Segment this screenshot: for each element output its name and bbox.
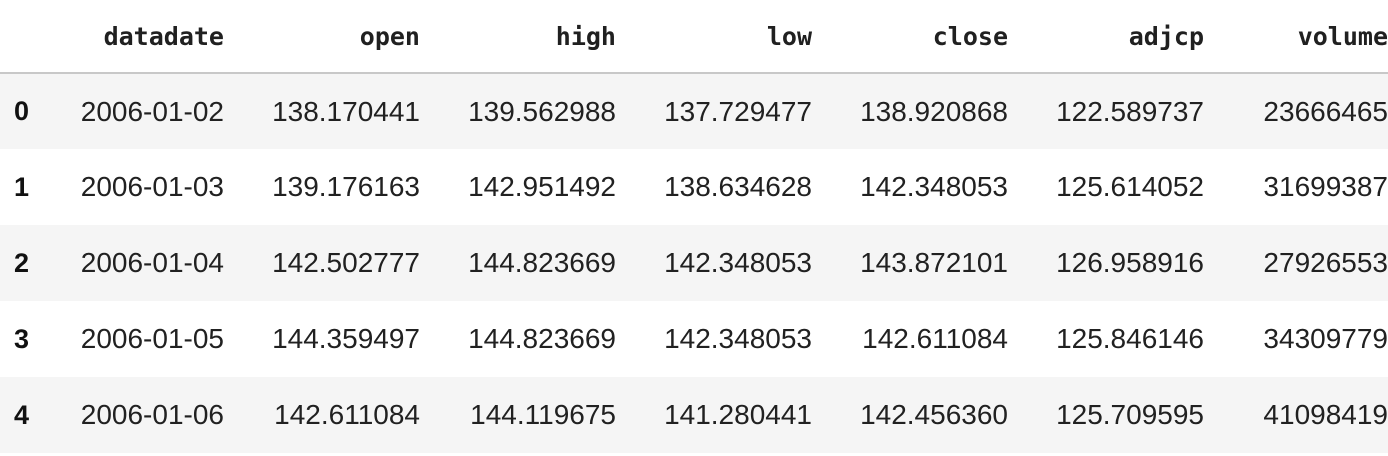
table-header: datadate open high low close adjcp volum…	[0, 0, 1388, 74]
column-header-open: open	[224, 0, 420, 74]
table-row: 4 2006-01-06 142.611084 144.119675 141.2…	[0, 377, 1388, 453]
cell-datadate: 2006-01-02	[80, 95, 224, 127]
column-header-close: close	[812, 0, 1008, 74]
cell-high: 139.562988	[468, 95, 616, 127]
table-row: 1 2006-01-03 139.176163 142.951492 138.6…	[0, 149, 1388, 225]
column-header-low: low	[616, 0, 812, 74]
cell-volume: 41098419	[1263, 399, 1388, 430]
cell-open: 144.359497	[272, 323, 420, 354]
cell-low: 142.348053	[664, 247, 812, 278]
cell-datadate: 2006-01-05	[80, 323, 224, 354]
cell-open: 142.502777	[272, 247, 420, 278]
cell-volume: 23666465	[1263, 95, 1388, 127]
row-index: 2	[14, 247, 30, 278]
row-index: 3	[14, 323, 30, 354]
cell-close: 138.920868	[860, 95, 1008, 127]
cell-volume: 27926553	[1263, 247, 1388, 278]
cell-adjcp: 125.846146	[1056, 323, 1204, 354]
cell-adjcp: 122.589737	[1056, 95, 1204, 127]
column-header-adjcp: adjcp	[1008, 0, 1204, 74]
cell-adjcp: 126.958916	[1056, 247, 1204, 278]
cell-high: 144.823669	[468, 247, 616, 278]
cell-volume: 34309779	[1263, 323, 1388, 354]
cell-low: 138.634628	[664, 171, 812, 202]
cell-datadate: 2006-01-04	[80, 247, 224, 278]
cell-datadate: 2006-01-03	[80, 171, 224, 202]
table-row: 3 2006-01-05 144.359497 144.823669 142.3…	[0, 301, 1388, 377]
column-header-volume: volume	[1204, 0, 1388, 74]
column-header-datadate: datadate	[58, 0, 224, 74]
cell-close: 143.872101	[860, 247, 1008, 278]
cell-open: 142.611084	[274, 399, 420, 430]
cell-high: 144.119675	[470, 399, 616, 430]
cell-adjcp: 125.709595	[1056, 399, 1204, 430]
row-index: 4	[14, 399, 30, 430]
cell-datadate: 2006-01-06	[80, 399, 224, 430]
cell-low: 142.348053	[664, 323, 812, 354]
cell-volume: 31699387	[1263, 171, 1388, 202]
table-body: 0 2006-01-02 138.170441 139.562988 137.7…	[0, 73, 1388, 453]
cell-low: 137.729477	[664, 95, 812, 127]
table-row: 2 2006-01-04 142.502777 144.823669 142.3…	[0, 225, 1388, 301]
cell-close: 142.348053	[860, 171, 1008, 202]
header-row: datadate open high low close adjcp volum…	[0, 0, 1388, 74]
cell-open: 138.170441	[272, 95, 420, 127]
cell-close: 142.456360	[860, 399, 1008, 430]
index-header	[0, 0, 58, 74]
cell-high: 142.951492	[468, 171, 616, 202]
cell-high: 144.823669	[468, 323, 616, 354]
cell-adjcp: 125.614052	[1056, 171, 1204, 202]
cell-open: 139.176163	[272, 171, 420, 202]
table-row: 0 2006-01-02 138.170441 139.562988 137.7…	[0, 73, 1388, 149]
cell-low: 141.280441	[664, 399, 812, 430]
column-header-high: high	[420, 0, 616, 74]
cell-close: 142.611084	[862, 323, 1008, 354]
row-index: 0	[14, 96, 30, 126]
row-index: 1	[14, 171, 30, 202]
